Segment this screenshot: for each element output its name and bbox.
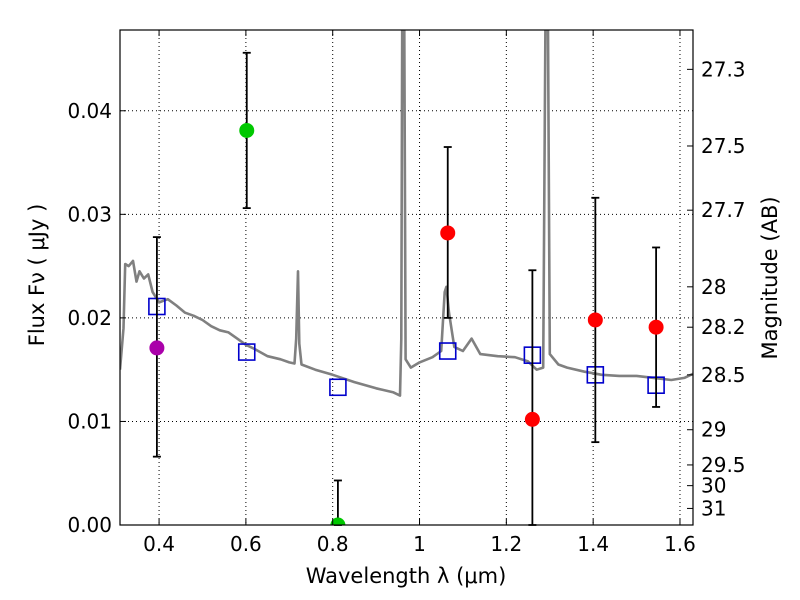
y-tick-label: 0.04 (67, 99, 112, 123)
y-tick-label: 0.02 (67, 306, 112, 330)
model-flux-square (329, 378, 347, 397)
right-tick-label: 28.5 (701, 363, 746, 387)
observed-flux-point (524, 411, 540, 427)
right-tick-label: 30 (701, 474, 726, 498)
observed-flux-point (440, 225, 456, 241)
axes: 0.4 0.6 0.8 1 1.2 1.4 1.6 0.00 0.01 0.02 0.03 0.04 2… (67, 30, 746, 556)
right-tick-label: 27.5 (701, 134, 746, 158)
x-tick-label: 0.8 (317, 532, 349, 556)
model-flux-square (438, 342, 457, 360)
observed-flux-point (149, 340, 165, 356)
x-tick-label: 1.2 (490, 532, 522, 556)
x-tick-label: 1 (413, 532, 426, 556)
right-tick-label: 28.2 (701, 315, 746, 339)
right-tick-label: 31 (701, 496, 726, 520)
y-axis-label: Flux Fν ( μJy ) (25, 204, 49, 347)
observed-flux-point (648, 319, 664, 335)
x-axis-label: Wavelength λ (μm) (306, 564, 507, 588)
x-tick-label: 1.6 (664, 532, 696, 556)
plot-area (120, 30, 693, 526)
x-tick-label: 0.4 (143, 532, 175, 556)
y-tick-label: 0.00 (67, 513, 112, 537)
right-tick-label: 27.3 (701, 57, 746, 81)
observed-flux-point (330, 517, 346, 525)
right-tick-label: 27.7 (701, 198, 746, 222)
y-tick-label: 0.03 (67, 202, 112, 226)
right-y-axis-label: Magnitude (AB) (758, 196, 782, 359)
x-tick-label: 0.6 (230, 532, 262, 556)
x-tick-label: 1.4 (577, 532, 609, 556)
sed-model-curve (120, 30, 693, 397)
plot-frame (119, 29, 694, 526)
observed-points (149, 122, 664, 525)
y-tick-label: 0.01 (67, 409, 112, 433)
observed-flux-point (239, 122, 255, 138)
right-tick-label: 29 (701, 418, 726, 442)
right-tick-label: 28 (701, 275, 726, 299)
model-flux-square (237, 343, 256, 361)
observed-flux-point (587, 312, 603, 328)
right-tick-label: 29.5 (701, 453, 746, 477)
